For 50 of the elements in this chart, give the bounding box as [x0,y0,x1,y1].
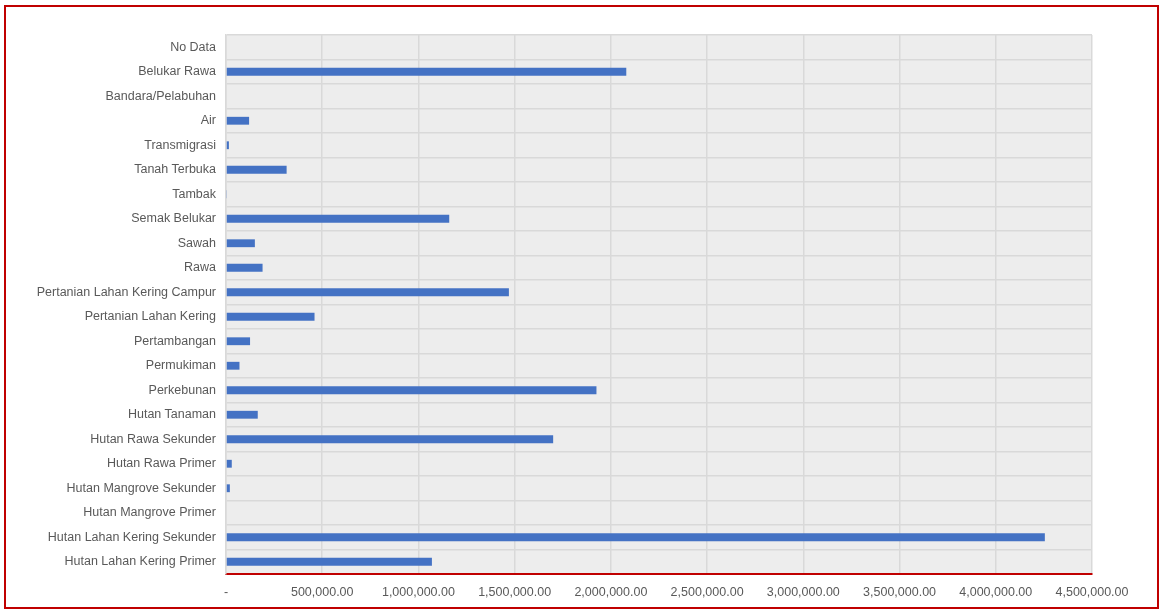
x-tick-label: - [223,584,229,599]
y-tick-label: Pertanian Lahan Kering Campur [36,284,216,299]
bar [226,337,251,346]
bar [226,484,230,493]
y-tick-label: Semak Belukar [131,211,216,226]
x-tick-label: 4,000,000.00 [959,584,1033,599]
y-tick-label: Belukar Rawa [138,64,217,79]
x-tick-label: 4,500,000.00 [1055,584,1129,599]
y-tick-label: Pertambangan [133,333,217,348]
bar [226,386,597,395]
y-tick-label: Hutan Rawa Sekunder [90,431,216,446]
bar [226,410,258,419]
y-tick-label: Air [200,113,216,128]
y-tick-label: Hutan Mangrove Sekunder [66,480,216,495]
x-tick-label: 2,000,000.00 [574,584,648,599]
bar [226,239,255,248]
y-tick-label: Sawah [177,235,217,250]
bar [226,263,263,272]
bar [226,288,509,297]
y-tick-label: Pertanian Lahan Kering [84,309,217,324]
y-tick-label: Tanah Terbuka [134,162,217,177]
bar [226,214,450,223]
bar [226,361,240,370]
y-tick-label: Transmigrasi [144,137,216,152]
y-tick-label: Hutan Lahan Kering Primer [64,554,216,569]
x-tick-label: 2,500,000.00 [670,584,744,599]
bar [226,459,232,468]
bar [226,533,1045,542]
y-tick-label: Permukiman [145,358,217,373]
y-tick-label: No Data [170,39,217,54]
x-tick-label: 3,500,000.00 [863,584,937,599]
bar [226,312,315,321]
bar [226,435,554,444]
bar [226,165,287,174]
y-tick-label: Tambak [172,186,217,201]
y-tick-label: Hutan Rawa Primer [106,456,216,471]
x-tick-label: 1,000,000.00 [381,584,455,599]
bar [226,67,627,76]
bar [226,116,250,125]
y-tick-label: Hutan Lahan Kering Sekunder [47,529,216,544]
bar [226,557,432,566]
bar [226,141,229,150]
x-tick-label: 3,000,000.00 [766,584,840,599]
y-tick-label: Hutan Tanaman [127,407,217,422]
y-tick-label: Perkebunan [148,382,217,397]
x-tick-label: 500,000.00 [290,584,354,599]
y-tick-label: Rawa [184,260,217,275]
y-tick-label: Bandara/Pelabuhan [105,88,217,103]
y-tick-label: Hutan Mangrove Primer [83,505,216,520]
x-tick-label: 1,500,000.00 [478,584,552,599]
